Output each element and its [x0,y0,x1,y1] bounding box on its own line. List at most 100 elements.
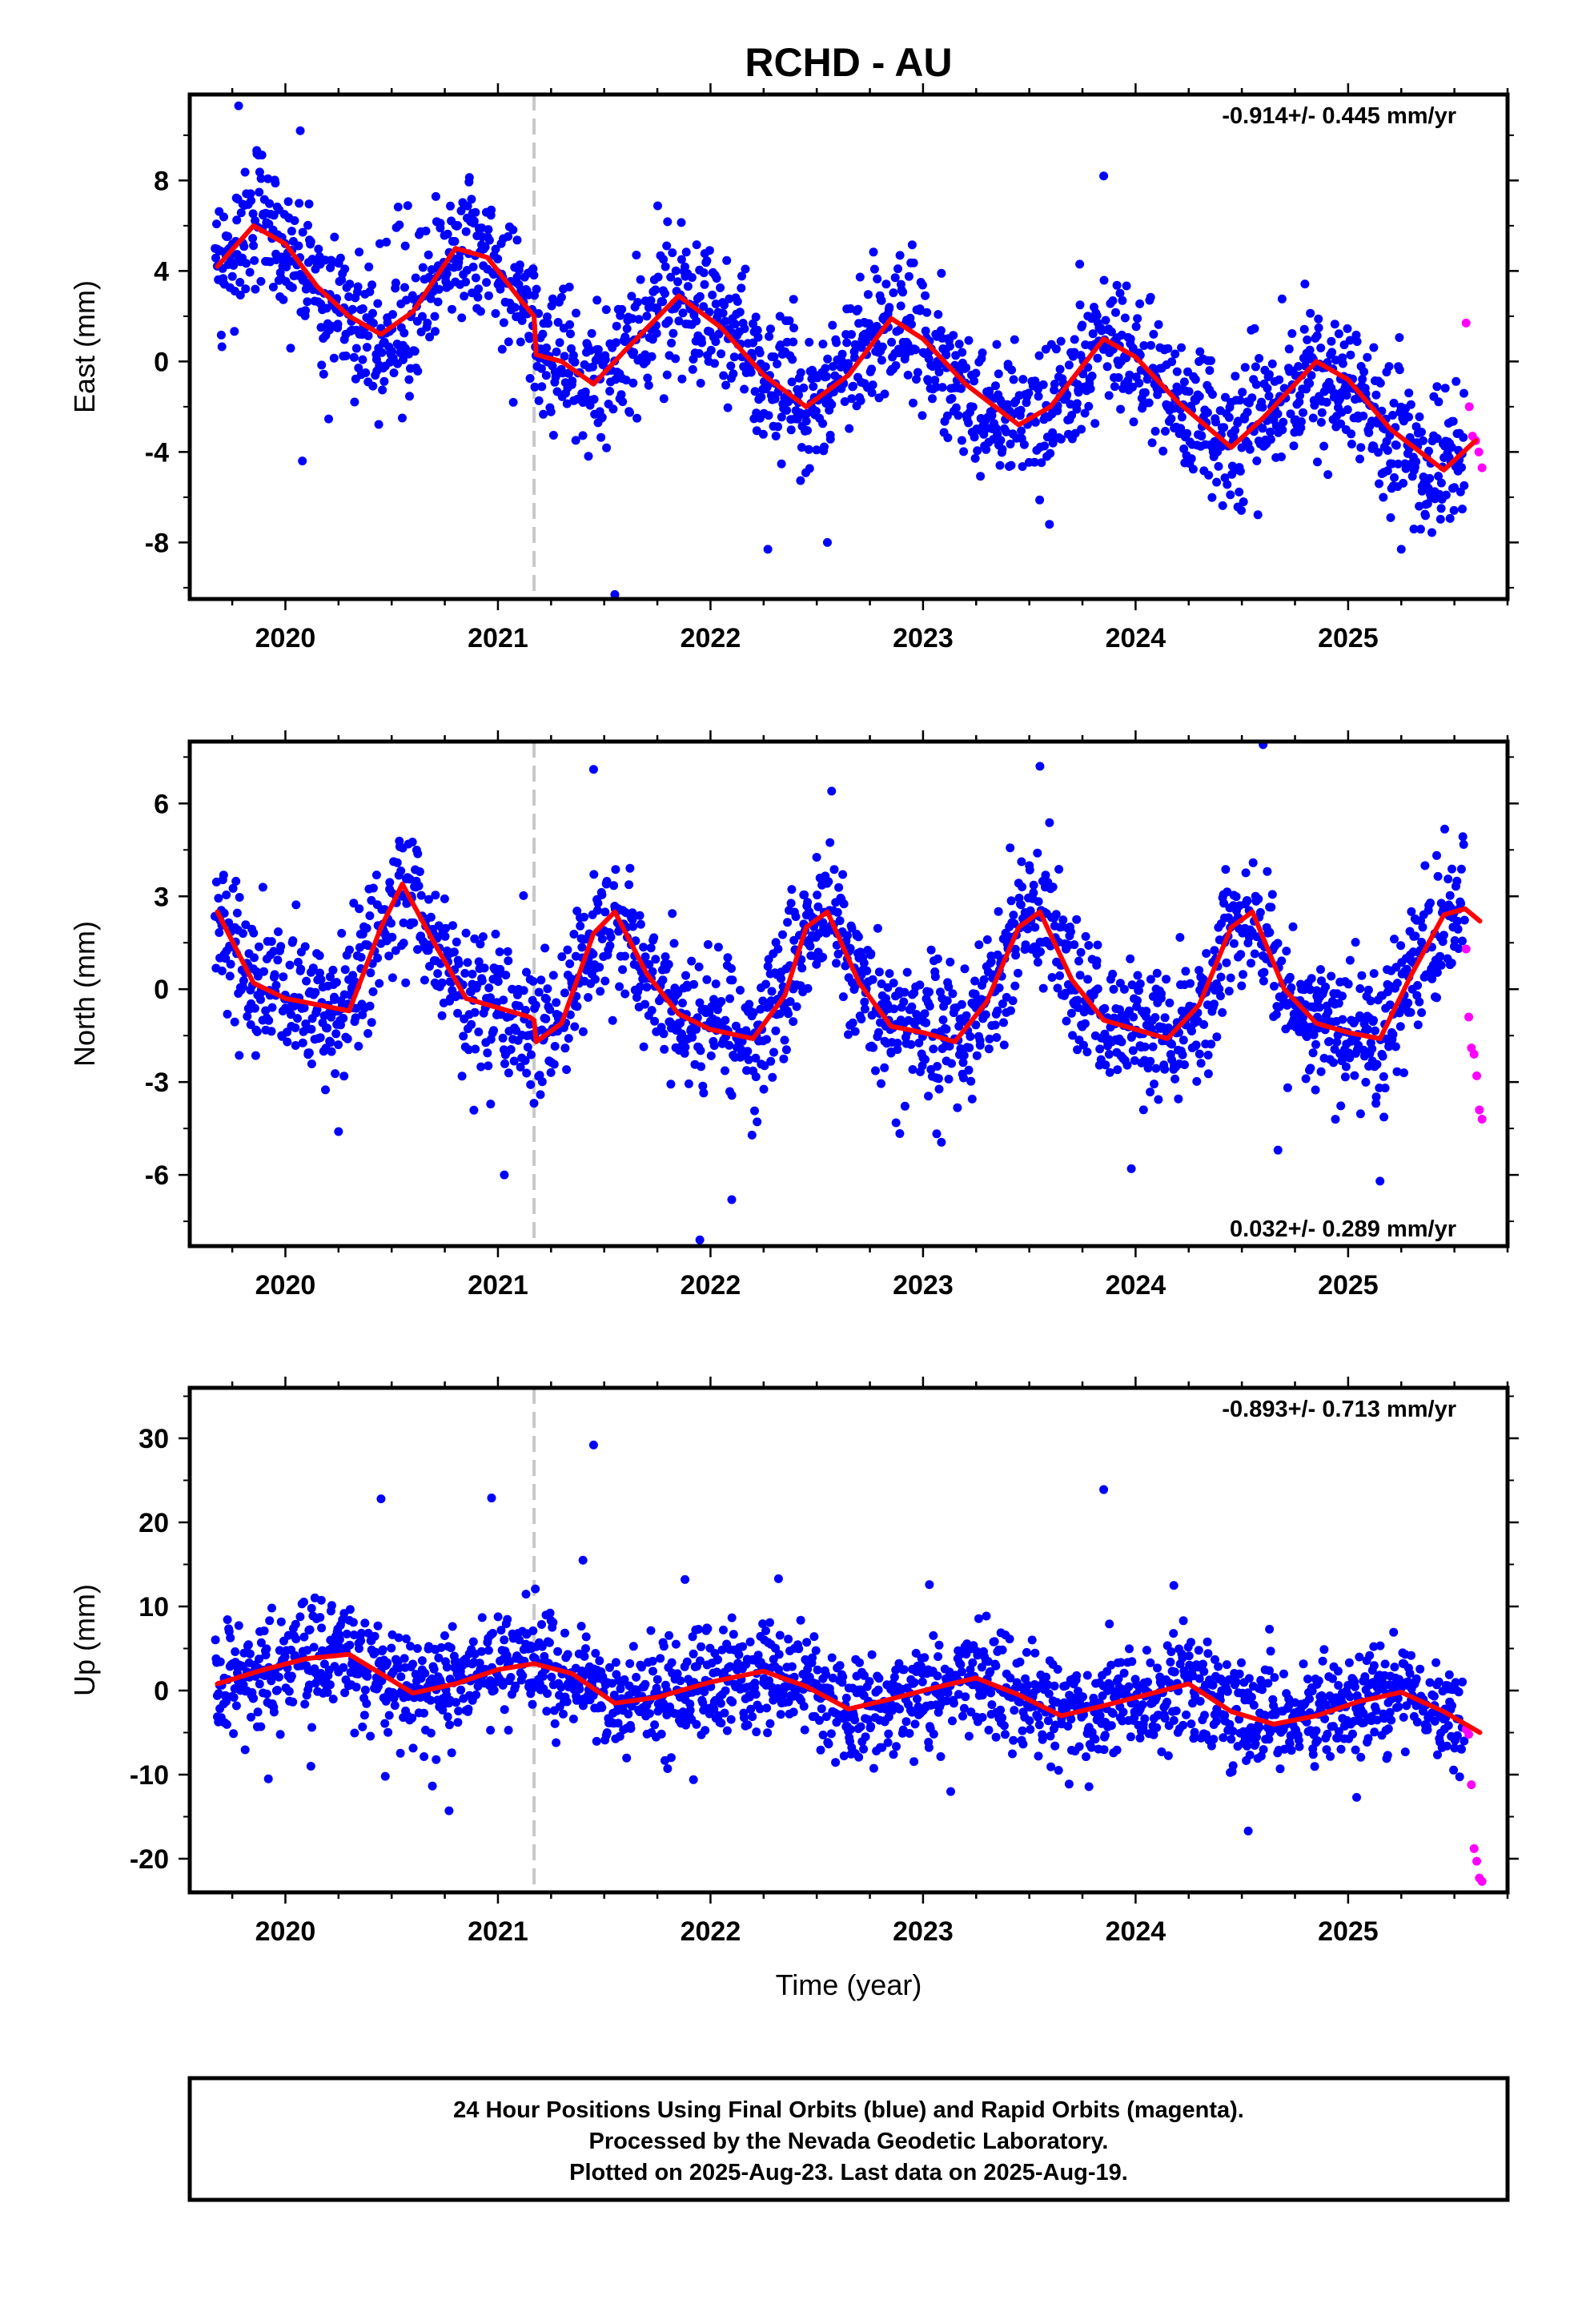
final-orbit-point [1088,329,1098,339]
final-orbit-point [1436,960,1446,970]
final-orbit-point [1203,1051,1213,1059]
final-orbit-point [340,264,350,274]
final-orbit-point [1224,987,1234,996]
final-orbit-point [751,1072,761,1082]
final-orbit-point [945,1041,954,1051]
final-orbit-point [249,241,259,251]
final-orbit-point [774,1650,784,1659]
final-orbit-point [315,1613,325,1622]
final-orbit-point [394,1633,404,1642]
final-orbit-point [1070,940,1079,950]
final-orbit-point [880,389,889,399]
final-orbit-point [1334,329,1343,339]
final-orbit-point [1081,931,1090,941]
final-orbit-point [812,853,821,862]
final-orbit-point [1390,472,1399,482]
rapid-orbit-point [1475,1105,1484,1115]
final-orbit-point [243,1640,253,1650]
final-orbit-point [924,1092,934,1101]
final-orbit-point [833,949,843,959]
final-orbit-point [1195,966,1204,975]
final-orbit-point [287,1671,296,1681]
final-orbit-point [1306,985,1315,995]
final-orbit-point [362,923,371,933]
final-orbit-point [1307,974,1316,983]
final-orbit-point [605,941,615,951]
final-orbit-point [914,1038,924,1047]
final-orbit-point [341,351,351,360]
final-orbit-point [908,1065,917,1074]
final-orbit-point [1126,954,1135,963]
final-orbit-point [1006,1006,1015,1015]
final-orbit-point [1007,365,1017,375]
final-orbit-point [412,1644,422,1653]
final-orbit-point [1160,1064,1170,1074]
final-orbit-point [593,899,603,908]
final-orbit-point [324,414,333,424]
final-orbit-point [471,1044,480,1054]
final-orbit-point [877,356,886,365]
final-orbit-point [748,1712,757,1722]
final-orbit-point [1331,1115,1340,1124]
final-orbit-point [387,347,397,356]
final-orbit-point [1371,1026,1379,1035]
final-orbit-point [1239,970,1247,979]
final-orbit-point [253,1707,263,1717]
final-orbit-point [628,314,637,324]
final-orbit-point [243,1011,252,1021]
final-orbit-point [1411,931,1420,941]
final-orbit-point [801,416,811,426]
final-orbit-point [1332,1037,1342,1047]
final-orbit-point [235,278,245,287]
final-orbit-point [960,964,970,974]
final-orbit-point [856,1722,865,1731]
final-orbit-point [411,273,420,283]
final-orbit-point [528,264,538,274]
final-orbit-point [571,436,580,445]
final-orbit-point [357,1628,366,1638]
final-orbit-point [484,983,494,993]
final-orbit-point [408,838,417,846]
final-orbit-point [650,1016,660,1026]
final-orbit-point [820,442,829,452]
final-orbit-point [1202,949,1211,958]
final-orbit-point [448,304,456,314]
final-orbit-point [769,1047,778,1057]
final-orbit-point [965,1043,974,1052]
final-orbit-point [761,1626,770,1635]
final-orbit-point [358,355,367,364]
x-tick-label: 2025 [1318,1270,1379,1301]
final-orbit-point [538,1671,548,1681]
final-orbit-point [711,979,721,989]
final-orbit-point [486,1726,496,1735]
final-orbit-point [930,972,940,982]
final-orbit-point [303,297,312,307]
final-orbit-point [1454,944,1464,953]
final-orbit-point [1175,933,1185,942]
final-orbit-point [255,187,264,197]
final-orbit-point [624,880,634,890]
final-orbit-point [487,205,496,215]
final-orbit-point [219,870,228,880]
final-orbit-point [697,1642,706,1651]
final-orbit-point [1355,984,1365,993]
final-orbit-point [778,930,787,939]
final-orbit-point [848,1018,857,1027]
final-orbit-point [256,1638,266,1647]
final-orbit-point [567,344,576,353]
final-orbit-point [636,919,645,929]
final-orbit-point [741,264,750,274]
final-orbit-point [827,400,837,409]
final-orbit-point [784,1634,793,1644]
final-orbit-point [557,952,567,962]
final-orbit-point [396,1672,406,1682]
final-orbit-point [1066,1008,1076,1018]
final-orbit-point [541,371,551,380]
final-orbit-point [474,284,484,294]
final-orbit-point [231,1647,240,1656]
final-orbit-point [885,303,894,312]
final-orbit-point [771,1026,781,1035]
final-orbit-point [216,330,226,340]
final-orbit-point [1388,1030,1398,1039]
